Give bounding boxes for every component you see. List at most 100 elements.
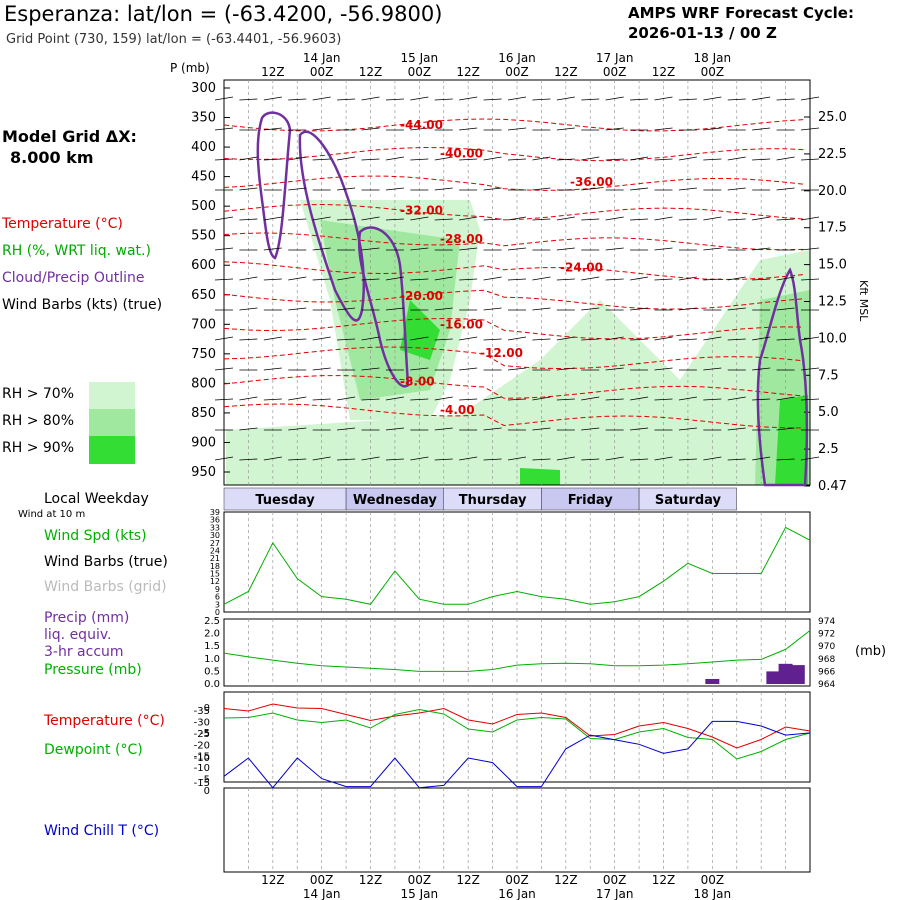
- wind-barb: [532, 307, 551, 311]
- precip-tick-label: 1.5: [204, 641, 220, 652]
- top-hour-label: 12Z: [456, 65, 480, 79]
- model-grid-value: 8.000 km: [10, 148, 94, 167]
- wind-barb: [581, 307, 600, 311]
- wind-barb: [776, 307, 795, 311]
- wind-barb: [678, 187, 697, 191]
- weekday-label: Saturday: [655, 493, 722, 508]
- wind-tick-label: 21: [210, 554, 220, 563]
- temp-tick-label: 0: [204, 703, 210, 714]
- temperature-contour-label: -20.00: [400, 289, 443, 303]
- wind-barb: [532, 276, 551, 281]
- pressure-tick-label: 300: [191, 81, 216, 96]
- wind-barb: [752, 336, 771, 341]
- temperature-contour-label: -44.00: [400, 118, 443, 132]
- weekday-label: Tuesday: [255, 493, 315, 508]
- wind-barb: [752, 398, 771, 401]
- wind-barb: [288, 458, 307, 461]
- wind-barb: [678, 307, 697, 311]
- wind-barb: [459, 96, 478, 101]
- pressure-tick-label: 800: [191, 376, 216, 391]
- bottom-hour-label: 00Z: [603, 873, 627, 887]
- bottom-hour-label: 12Z: [456, 873, 480, 887]
- precip-bar: [790, 665, 805, 684]
- wind-barb: [532, 156, 551, 161]
- wind-barb: [581, 187, 600, 191]
- wind-barb: [654, 158, 673, 161]
- wind-barb: [239, 156, 258, 161]
- legend-rh70: RH > 70%: [2, 386, 75, 402]
- height-tick-label: 17.5: [818, 221, 847, 236]
- rh90-region: [400, 300, 440, 360]
- wind-barb: [214, 216, 234, 221]
- wind-barb: [483, 218, 502, 221]
- wind-barb: [361, 367, 380, 371]
- wind-barb: [263, 158, 282, 161]
- top-date-label: 17 Jan: [596, 51, 634, 65]
- wind-barb: [727, 156, 746, 161]
- wind-barb: [605, 247, 624, 251]
- legend-rh90: RH > 90%: [2, 440, 75, 456]
- wind-barb: [727, 396, 746, 401]
- height-tick-label: 0.47: [818, 479, 847, 494]
- wind-barb: [727, 218, 746, 221]
- wind-barb: [385, 307, 404, 311]
- wind-barb: [654, 367, 673, 371]
- bottom-hour-label: 12Z: [554, 873, 578, 887]
- wind-barb: [605, 398, 624, 401]
- wind-barb: [727, 307, 746, 311]
- rh80-swatch: [89, 409, 135, 436]
- wind-barb: [337, 276, 356, 281]
- wind-barb: [703, 96, 722, 101]
- height-tick-label: 20.0: [818, 184, 847, 199]
- wind-barb: [532, 396, 551, 401]
- wind-barb: [483, 276, 502, 281]
- temperature-contour: [223, 289, 805, 310]
- rh90-region: [775, 395, 808, 485]
- temperature-contour-label: -40.00: [440, 147, 483, 161]
- wind-barb: [239, 338, 258, 341]
- wind-barb: [800, 158, 820, 161]
- bottom-hour-label: 00Z: [701, 873, 725, 887]
- wind-barb: [361, 247, 380, 251]
- wind-at-10m-label: Wind at 10 m: [18, 509, 86, 520]
- cloud-outline: [357, 226, 410, 388]
- wind-barb: [605, 456, 624, 461]
- wind-barb: [385, 396, 404, 401]
- wind-barb: [703, 367, 722, 371]
- wind-barb: [752, 456, 771, 461]
- precip-tick-label: 0.5: [204, 666, 220, 677]
- wind-barb: [410, 278, 429, 281]
- wind-barb: [214, 127, 234, 131]
- wind-barb: [239, 276, 258, 281]
- precip-bar: [766, 671, 781, 684]
- wind-barb: [288, 427, 307, 431]
- wind-barb: [434, 427, 453, 431]
- wind-tick-label: 30: [210, 531, 220, 540]
- bottom-date-label: 18 Jan: [694, 887, 732, 900]
- wind-barb: [385, 98, 404, 101]
- wind-barb: [556, 456, 575, 461]
- pressure-line: [223, 630, 811, 672]
- wind-barb: [630, 338, 649, 341]
- wind-barb: [727, 98, 746, 101]
- weekday-label: Thursday: [459, 493, 527, 508]
- legend-cloud: Cloud/Precip Outline: [2, 270, 145, 286]
- wind-barb: [312, 96, 331, 101]
- height-tick-label: 22.5: [818, 147, 847, 162]
- temperature-contour-label: -16.00: [440, 318, 483, 332]
- wind-barb: [263, 367, 282, 371]
- top-date-label: 14 Jan: [303, 51, 341, 65]
- bottom-hour-label: 00Z: [505, 873, 529, 887]
- wind-barb: [410, 367, 429, 371]
- wind-barb: [776, 218, 795, 221]
- wind-tick-label: 12: [210, 577, 220, 586]
- legend-wind-barbs: Wind Barbs (kts) (true): [2, 297, 163, 313]
- wind-barb: [434, 307, 453, 311]
- wind-barb: [507, 127, 527, 131]
- wind-barb: [800, 247, 820, 251]
- wind-tick-label: 27: [210, 539, 220, 548]
- wind-barb: [434, 218, 453, 221]
- pressure-tick-label: 350: [191, 111, 216, 126]
- wind-barb: [581, 98, 600, 101]
- wind-barb: [214, 336, 234, 341]
